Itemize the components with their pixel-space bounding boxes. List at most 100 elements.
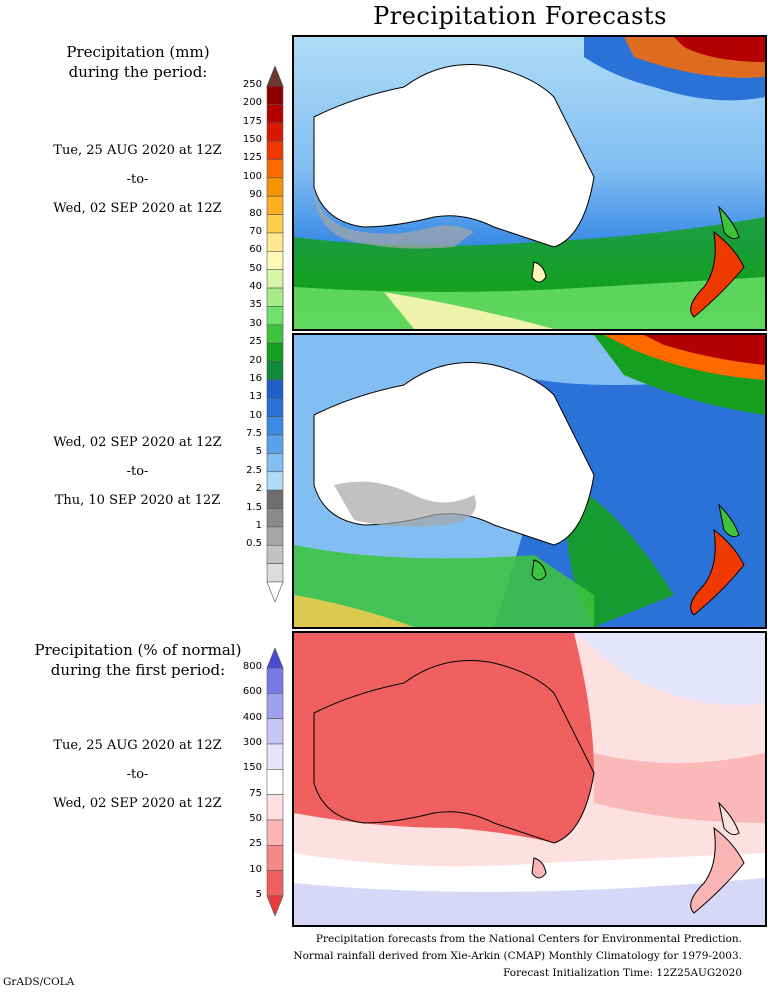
precip-heading-line1: Precipitation (mm) (66, 43, 210, 61)
pct-heading-line2: during the first period: (50, 661, 226, 679)
footer-line2: Normal rainfall derived from Xie-Arkin (… (293, 950, 742, 962)
footer-notes: Precipitation forecasts from the Nationa… (293, 931, 742, 982)
precip-colorbar-segment (266, 416, 284, 436)
pct-colorbar-segment (266, 769, 284, 795)
credit-label: GrADS/COLA (3, 976, 75, 988)
period2-end: Thu, 10 SEP 2020 at 12Z (54, 493, 221, 508)
precip-colorbar-tick-label: 20 (249, 354, 262, 366)
pct-colorbar-segment (266, 870, 284, 897)
precip-colorbar-top-arrow (266, 66, 284, 87)
pct-colorbar-tick-label: 600 (242, 686, 262, 698)
footer-line1: Precipitation forecasts from the Nationa… (315, 933, 742, 945)
precip-colorbar-tick-label: 175 (242, 115, 262, 127)
pct-colorbar-segment (266, 693, 284, 719)
map-panel-period2 (292, 333, 767, 629)
precip-colorbar-tick-label: 5 (255, 446, 262, 458)
precip-colorbar-segment (266, 287, 284, 307)
pct-colorbar (266, 648, 284, 916)
pct-colorbar-segment (266, 819, 284, 846)
precip-colorbar-segment (266, 159, 284, 179)
pct-colorbar-top-arrow (266, 648, 284, 669)
precip-colorbar-tick-label: 80 (249, 207, 262, 219)
precip-colorbar-segment (266, 563, 284, 583)
precip-colorbar-segment (266, 104, 284, 124)
precip-colorbar-tick-label: 150 (242, 134, 262, 146)
precip-colorbar-segment (266, 177, 284, 197)
precip-colorbar-tick-label: 10 (249, 409, 262, 421)
pct-colorbar-tick-label: 150 (242, 762, 262, 774)
precip-colorbar-bottom-arrow (266, 581, 284, 602)
precip-colorbar-tick-label: 100 (242, 170, 262, 182)
precip-colorbar-segment (266, 251, 284, 271)
pct-colorbar-tick-label: 300 (242, 737, 262, 748)
precip-colorbar-segment (266, 122, 284, 142)
pct-period-start: Tue, 25 AUG 2020 at 12Z (53, 738, 222, 753)
precip-colorbar-segment (266, 544, 284, 564)
precip-legend-heading: Precipitation (mm) during the period: (38, 42, 238, 82)
pct-colorbar-tick-label: 50 (249, 813, 262, 824)
period2-label: Wed, 02 SEP 2020 at 12Z -to- Thu, 10 SEP… (30, 428, 245, 515)
period1-end: Wed, 02 SEP 2020 at 12Z (53, 201, 222, 216)
period2-to: -to- (126, 464, 149, 479)
precip-colorbar-segment (266, 232, 284, 252)
precip-colorbar-tick-label: 30 (249, 317, 262, 329)
percent-normal-map (294, 633, 765, 925)
precip-colorbar-tick-label: 2.5 (246, 464, 262, 476)
pct-legend-heading: Precipitation (% of normal) during the f… (28, 640, 248, 680)
precip-map-1 (294, 37, 765, 329)
precip-colorbar-segment (266, 471, 284, 491)
pct-colorbar-segment (266, 743, 284, 770)
precip-colorbar-tick-label: 16 (249, 372, 262, 384)
period1-start: Tue, 25 AUG 2020 at 12Z (53, 143, 222, 158)
map-panel-percent (292, 631, 767, 927)
precip-colorbar-segment (266, 453, 284, 473)
pct-period-end: Wed, 02 SEP 2020 at 12Z (53, 796, 222, 811)
pct-colorbar-segment (266, 667, 284, 694)
precip-colorbar-segment (266, 489, 284, 509)
precip-colorbar-segment (266, 434, 284, 454)
precip-colorbar-segment (266, 361, 284, 381)
precip-colorbar-segment (266, 140, 284, 160)
precip-colorbar-segment (266, 269, 284, 289)
precip-colorbar-tick-label: 40 (249, 281, 262, 293)
precip-colorbar-tick-label: 13 (249, 391, 262, 403)
pct-colorbar-segment (266, 718, 284, 745)
pct-colorbar-tick-label: 5 (255, 889, 262, 900)
precip-colorbar-segment (266, 85, 284, 105)
precip-colorbar-tick-label: 250 (242, 79, 262, 90)
pct-colorbar-segment (266, 845, 284, 871)
precip-colorbar-tick-label: 200 (242, 97, 262, 109)
precip-colorbar-tick-label: 60 (249, 244, 262, 256)
precip-colorbar-segment (266, 379, 284, 399)
pct-period-label: Tue, 25 AUG 2020 at 12Z -to- Wed, 02 SEP… (30, 731, 245, 818)
period2-start: Wed, 02 SEP 2020 at 12Z (53, 435, 222, 450)
pct-colorbar-tick-label: 10 (249, 863, 262, 875)
precip-colorbar-segment (266, 342, 284, 362)
period1-to: -to- (126, 172, 149, 187)
precip-colorbar-segment (266, 306, 284, 326)
precip-colorbar-segment (266, 324, 284, 344)
period1-label: Tue, 25 AUG 2020 at 12Z -to- Wed, 02 SEP… (30, 136, 245, 223)
precip-colorbar-segment (266, 508, 284, 528)
precip-colorbar-tick-label: 1 (255, 519, 262, 531)
precip-map-2 (294, 335, 765, 627)
precip-colorbar-tick-label: 90 (249, 189, 262, 201)
precip-colorbar-tick-label: 25 (249, 336, 262, 348)
pct-heading-line1: Precipitation (% of normal) (34, 641, 242, 659)
pct-colorbar-tick-label: 25 (249, 838, 262, 850)
pct-colorbar-tick-label: 400 (242, 711, 262, 723)
pct-colorbar-segment (266, 794, 284, 821)
precip-colorbar-tick-label: 70 (249, 225, 262, 237)
pct-colorbar-tick-label: 75 (249, 787, 262, 799)
precip-colorbar-segment (266, 195, 284, 215)
precip-colorbar-segment (266, 397, 284, 417)
precip-colorbar-tick-label: 7.5 (246, 428, 262, 440)
precip-colorbar-segment (266, 526, 284, 546)
precip-colorbar-tick-label: 0.5 (246, 538, 262, 550)
precip-colorbar-segment (266, 214, 284, 234)
precip-colorbar-tick-label: 50 (249, 262, 262, 274)
precip-colorbar-tick-label: 125 (242, 152, 262, 164)
precip-colorbar (266, 66, 284, 602)
pct-colorbar-bottom-arrow (266, 895, 284, 916)
pct-colorbar-tick-label: 800 (242, 661, 262, 672)
